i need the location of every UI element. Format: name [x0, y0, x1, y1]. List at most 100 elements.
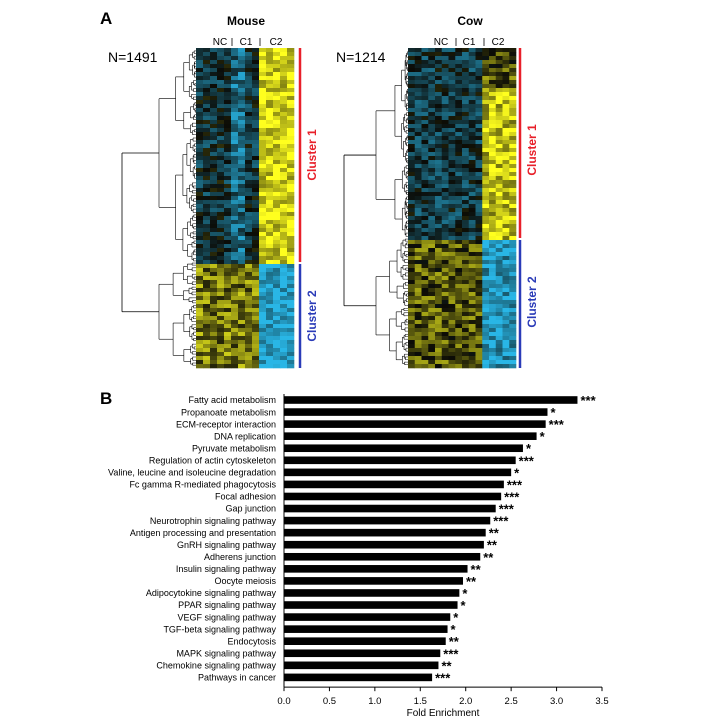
heatmap-cell	[252, 124, 260, 129]
heatmap-cell	[266, 224, 274, 229]
heatmap-cell	[509, 132, 517, 137]
heatmap-cell	[259, 164, 267, 169]
heatmap-cell	[475, 60, 483, 65]
heatmap-cell	[468, 252, 476, 257]
heatmap-cell	[468, 80, 476, 85]
heatmap-cell	[509, 352, 517, 357]
heatmap-cell	[414, 244, 422, 249]
heatmap-cell	[273, 276, 281, 281]
heatmap-cell	[482, 280, 490, 285]
heatmap-cell	[482, 52, 490, 57]
x-tick-label: 0.0	[277, 696, 290, 707]
heatmap-cell	[502, 48, 510, 53]
heatmap-cell	[203, 176, 211, 181]
heatmap-cell	[245, 64, 253, 69]
heatmap-cell	[273, 344, 281, 349]
heatmap-cell	[252, 252, 260, 257]
heatmap-cell	[231, 204, 239, 209]
heatmap-cell	[502, 80, 510, 85]
heatmap-cell	[414, 112, 422, 117]
heatmap-cell	[280, 184, 288, 189]
heatmap-cell	[252, 96, 260, 101]
heatmap-cell	[245, 208, 253, 213]
bar	[284, 601, 458, 609]
heatmap-cell	[210, 84, 218, 89]
heatmap-cell	[224, 228, 232, 233]
heatmap-cell	[196, 164, 204, 169]
heatmap-cell	[287, 292, 295, 297]
bar	[284, 456, 516, 465]
heatmap-cell	[502, 364, 510, 369]
heatmap-cell	[408, 52, 416, 57]
heatmap-cell	[462, 300, 470, 305]
heatmap-cell	[462, 332, 470, 337]
heatmap-cell	[287, 344, 295, 349]
heatmap-cell	[259, 172, 267, 177]
heatmap-cell	[414, 352, 422, 357]
heatmap-cell	[468, 224, 476, 229]
heatmap-cell	[259, 68, 267, 73]
heatmap-cell	[217, 336, 225, 341]
heatmap-cell	[238, 48, 246, 53]
heatmap-cell	[224, 240, 232, 245]
heatmap-cell	[217, 52, 225, 57]
heatmap-cell	[196, 300, 204, 305]
heatmap-cell	[196, 188, 204, 193]
heatmap-cell	[509, 296, 517, 301]
heatmap-cell	[482, 364, 490, 369]
mouse-dendrogram	[121, 50, 196, 366]
heatmap-cell	[441, 280, 449, 285]
heatmap-cell	[421, 324, 429, 329]
heatmap-cell	[266, 124, 274, 129]
heatmap-cell	[475, 224, 483, 229]
heatmap-cell	[435, 68, 443, 73]
mouse-title: Mouse	[227, 14, 265, 28]
heatmap-cell	[266, 216, 274, 221]
heatmap-cell	[252, 212, 260, 217]
heatmap-cell	[495, 304, 503, 309]
heatmap-cell	[217, 196, 225, 201]
heatmap-cell	[421, 104, 429, 109]
heatmap-cell	[287, 260, 295, 265]
heatmap-cell	[210, 248, 218, 253]
heatmap-cell	[482, 348, 490, 353]
heatmap-cell	[273, 144, 281, 149]
heatmap-cell	[408, 364, 416, 369]
heatmap-cell	[287, 340, 295, 345]
heatmap-cell	[448, 124, 456, 129]
heatmap-cell	[217, 252, 225, 257]
heatmap-cell	[266, 236, 274, 241]
heatmap-cell	[414, 152, 422, 157]
heatmap-cell	[273, 168, 281, 173]
heatmap-cell	[509, 364, 517, 369]
heatmap-cell	[217, 276, 225, 281]
heatmap-cell	[231, 124, 239, 129]
heatmap-cell	[475, 88, 483, 93]
heatmap-cell	[280, 68, 288, 73]
bar	[284, 516, 491, 525]
heatmap-cell	[475, 292, 483, 297]
heatmap-cell	[273, 248, 281, 253]
heatmap-cell	[428, 92, 436, 97]
heatmap-cell	[428, 104, 436, 109]
heatmap-cell	[203, 240, 211, 245]
heatmap-cell	[196, 176, 204, 181]
heatmap-cell	[455, 60, 463, 65]
heatmap-cell	[455, 260, 463, 265]
heatmap-cell	[273, 120, 281, 125]
heatmap-cell	[421, 152, 429, 157]
heatmap-cell	[224, 340, 232, 345]
heatmap-cell	[482, 140, 490, 145]
heatmap-cell	[196, 216, 204, 221]
heatmap-cell	[266, 128, 274, 133]
heatmap-cell	[495, 116, 503, 121]
heatmap-cell	[196, 208, 204, 213]
heatmap-cell	[203, 256, 211, 261]
heatmap-cell	[224, 324, 232, 329]
heatmap-cell	[441, 356, 449, 361]
heatmap-cell	[224, 92, 232, 97]
heatmap-cell	[196, 196, 204, 201]
heatmap-cell	[495, 132, 503, 137]
heatmap-cell	[435, 200, 443, 205]
heatmap-cell	[482, 96, 490, 101]
